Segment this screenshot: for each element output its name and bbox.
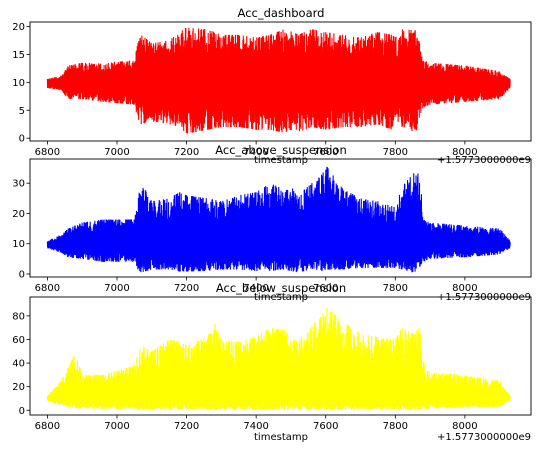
x-tick-label: 8000 [452,147,477,158]
x-axis-offset-label: +1.5773000000e9 [437,292,531,303]
x-tick-label: 6800 [35,283,60,294]
x-tick-label: 7800 [383,147,408,158]
y-tick-label: 40 [12,359,25,370]
y-tick-label: 5 [19,106,25,117]
x-tick-label: 7000 [104,421,129,432]
x-axis-ticks: 6800 7000 7200 7400 7600 7800 8000 [35,141,478,158]
x-tick-label: 7400 [243,147,268,158]
y-tick-label: 0 [19,269,25,280]
y-axis-ticks: 0 5 10 15 20 [12,22,30,145]
subplot-acc-dashboard: Acc_dashboard 0 5 10 15 20 6800 7000 7200 7400 7… [12,6,532,166]
x-tick-label: 7200 [174,283,199,294]
series-line [46,27,511,134]
x-tick-label: 6800 [35,147,60,158]
chart-title: Acc_above_suspension [215,143,347,157]
x-tick-label: 7600 [313,147,338,158]
x-tick-label: 8000 [452,283,477,294]
data-traces [46,307,511,410]
x-tick-label: 7600 [313,421,338,432]
series-line [46,166,511,273]
x-tick-label: 7400 [243,421,268,432]
series-line [46,307,511,410]
x-tick-label: 7800 [383,283,408,294]
x-tick-label: 7200 [174,421,199,432]
x-axis-label: timestamp [254,432,308,443]
y-tick-label: 15 [12,50,25,61]
y-tick-label: 0 [19,134,25,145]
y-axis-ticks: 0 20 40 60 80 [12,311,30,417]
chart-title: Acc_below_suspension [216,281,346,295]
x-tick-label: 8000 [452,421,477,432]
plot-frame [29,158,532,278]
x-tick-label: 7200 [174,147,199,158]
subplot-acc-below-suspension: Acc_below_suspension 0 20 40 60 80 6800 7000 7… [12,281,532,443]
x-axis-ticks: 6800 7000 7200 7400 7600 7800 8000 [35,277,478,294]
data-traces [46,27,511,134]
x-tick-label: 6800 [35,421,60,432]
plot-frame [29,21,532,142]
y-tick-label: 20 [12,22,25,33]
chart-title: Acc_dashboard [238,6,325,20]
x-tick-label: 7800 [383,421,408,432]
x-tick-label: 7400 [243,283,268,294]
y-tick-label: 10 [12,239,25,250]
plot-frame [29,296,532,416]
x-axis-label: timestamp [254,155,308,166]
x-axis-label: timestamp [254,292,308,303]
y-tick-label: 10 [12,78,25,89]
x-tick-label: 7000 [104,147,129,158]
x-tick-label: 7600 [313,283,338,294]
y-tick-label: 80 [12,311,25,322]
y-tick-label: 20 [12,382,25,393]
y-tick-label: 20 [12,209,25,220]
x-axis-offset-label: +1.5773000000e9 [437,432,531,443]
x-axis-offset-label: +1.5773000000e9 [437,155,531,166]
x-tick-label: 7000 [104,283,129,294]
subplot-acc-above-suspension: Acc_above_suspension 0 10 20 30 6800 7000 720… [12,143,532,303]
data-traces [46,166,511,273]
y-tick-label: 0 [19,406,25,417]
y-tick-label: 30 [12,179,25,190]
y-axis-ticks: 0 10 20 30 [12,179,30,280]
x-axis-ticks: 6800 7000 7200 7400 7600 7800 8000 [35,415,478,432]
y-tick-label: 60 [12,335,25,346]
